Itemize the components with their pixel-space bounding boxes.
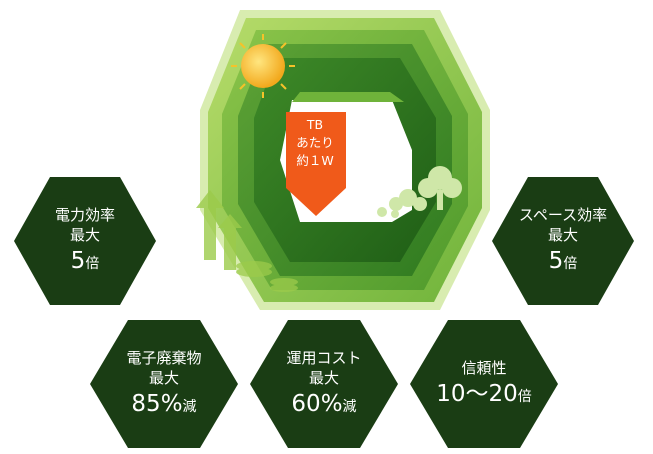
inner-rim: [292, 92, 404, 102]
benefit-power-efficiency: 電力効率 最大 5倍: [12, 175, 158, 307]
benefit-title: 電力効率: [54, 206, 115, 225]
benefit-value: 5: [70, 247, 86, 274]
badge-line-watt: 約１W: [296, 153, 334, 169]
badge-line-tb: TB: [306, 117, 324, 132]
benefit-qualifier: 最大: [148, 369, 179, 388]
benefit-space-efficiency: スペース効率 最大 5倍: [490, 175, 636, 307]
benefit-value: 60%: [291, 390, 343, 417]
growth-arrows-icon: [196, 190, 242, 270]
coins-icon: [236, 261, 298, 292]
benefit-title: 電子廃棄物: [126, 349, 202, 368]
benefit-unit: 倍: [517, 388, 532, 405]
benefit-e-waste: 電子廃棄物 最大 85%減: [88, 318, 240, 450]
benefit-value: 85%: [131, 390, 183, 417]
arrow-badge: [286, 112, 346, 216]
benefit-value: 10〜20: [436, 380, 518, 407]
benefit-qualifier: 最大: [547, 226, 578, 245]
sun-icon: [231, 34, 295, 98]
benefit-qualifier: 最大: [308, 369, 339, 388]
benefit-title: 運用コスト: [286, 349, 362, 368]
benefit-unit: 倍: [563, 255, 578, 272]
tree-icon: [377, 166, 462, 218]
center-badge-text: TB あたり 約１W: [283, 116, 347, 170]
badge-line-atari: あたり: [296, 135, 334, 151]
benefit-qualifier: 最大: [69, 226, 100, 245]
benefit-unit: 減: [342, 398, 357, 415]
benefit-title: 信頼性: [461, 359, 507, 378]
benefit-value: 5: [548, 247, 564, 274]
benefit-reliability: 信頼性 10〜20倍: [408, 318, 560, 450]
benefit-operating-cost: 運用コスト 最大 60%減: [248, 318, 400, 450]
benefit-title: スペース効率: [518, 206, 608, 225]
benefit-unit: 倍: [85, 255, 100, 272]
benefit-unit: 減: [182, 398, 197, 415]
